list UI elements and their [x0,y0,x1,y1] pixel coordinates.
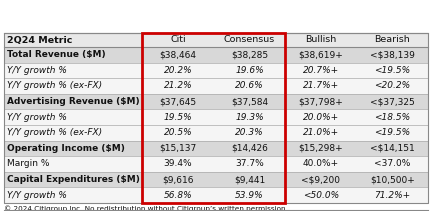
Bar [4,187,428,203]
Text: $38,619+: $38,619+ [299,50,343,59]
Text: 21.7%+: 21.7%+ [303,81,339,91]
Text: <18.5%: <18.5% [374,113,410,122]
Text: Advertising Revenue ($M): Advertising Revenue ($M) [7,97,140,106]
Bar [4,125,428,141]
Text: <37.0%: <37.0% [374,160,410,169]
Bar [4,33,428,47]
Text: $9,441: $9,441 [234,175,265,184]
Text: $15,298+: $15,298+ [299,144,343,153]
Text: Y/Y growth % (ex-FX): Y/Y growth % (ex-FX) [7,128,102,137]
Bar [4,94,428,109]
Text: 2Q24 Metric: 2Q24 Metric [7,35,73,45]
Text: 71.2%+: 71.2%+ [374,191,410,200]
Text: Margin %: Margin % [7,160,50,169]
Bar [4,141,428,156]
Text: $15,137: $15,137 [159,144,197,153]
Text: © 2024 Citigroup Inc. No redistribution without Citigroup’s written permission.: © 2024 Citigroup Inc. No redistribution … [4,205,288,211]
Text: $38,285: $38,285 [231,50,268,59]
Text: Operating Income ($M): Operating Income ($M) [7,144,125,153]
Text: 20.0%+: 20.0%+ [303,113,339,122]
Bar [4,63,428,78]
Text: <50.0%: <50.0% [303,191,339,200]
Text: Y/Y growth %: Y/Y growth % [7,113,67,122]
Text: 56.8%: 56.8% [164,191,192,200]
Text: Capital Expenditures ($M): Capital Expenditures ($M) [7,175,140,184]
Text: $37,645: $37,645 [159,97,197,106]
Text: Y/Y growth %: Y/Y growth % [7,66,67,75]
Text: Y/Y growth %: Y/Y growth % [7,191,67,200]
Text: $37,798+: $37,798+ [299,97,343,106]
Bar [4,33,428,203]
Text: 19.6%: 19.6% [235,66,264,75]
Text: Citi: Citi [170,35,186,45]
Text: 40.0%+: 40.0%+ [303,160,339,169]
Text: 20.3%: 20.3% [235,128,264,137]
Bar [142,33,285,203]
Bar [4,78,428,94]
Bar [4,172,428,187]
Text: <20.2%: <20.2% [374,81,410,91]
Text: 20.6%: 20.6% [235,81,264,91]
Text: Consensus: Consensus [224,35,275,45]
Text: <$38,139: <$38,139 [370,50,415,59]
Text: 19.5%: 19.5% [164,113,192,122]
Text: <$37,325: <$37,325 [370,97,415,106]
Text: 20.5%: 20.5% [164,128,192,137]
Text: 21.0%+: 21.0%+ [303,128,339,137]
Text: Y/Y growth % (ex-FX): Y/Y growth % (ex-FX) [7,81,102,91]
Text: <19.5%: <19.5% [374,66,410,75]
Bar [4,156,428,172]
Text: Total Revenue ($M): Total Revenue ($M) [7,50,106,59]
Text: <19.5%: <19.5% [374,128,410,137]
Text: $9,616: $9,616 [162,175,194,184]
Bar [4,47,428,63]
Text: 21.2%: 21.2% [164,81,192,91]
Text: $37,584: $37,584 [231,97,268,106]
Text: 37.7%: 37.7% [235,160,264,169]
Text: 39.4%: 39.4% [164,160,192,169]
Text: Bullish: Bullish [305,35,337,45]
Text: $38,464: $38,464 [159,50,197,59]
Text: $14,426: $14,426 [231,144,268,153]
Bar [4,109,428,125]
Text: 19.3%: 19.3% [235,113,264,122]
Text: 20.2%: 20.2% [164,66,192,75]
Text: Bearish: Bearish [375,35,410,45]
Text: 53.9%: 53.9% [235,191,264,200]
Text: <$9,200: <$9,200 [302,175,340,184]
Text: <$14,151: <$14,151 [370,144,415,153]
Text: 20.7%+: 20.7%+ [303,66,339,75]
Text: $10,500+: $10,500+ [370,175,415,184]
